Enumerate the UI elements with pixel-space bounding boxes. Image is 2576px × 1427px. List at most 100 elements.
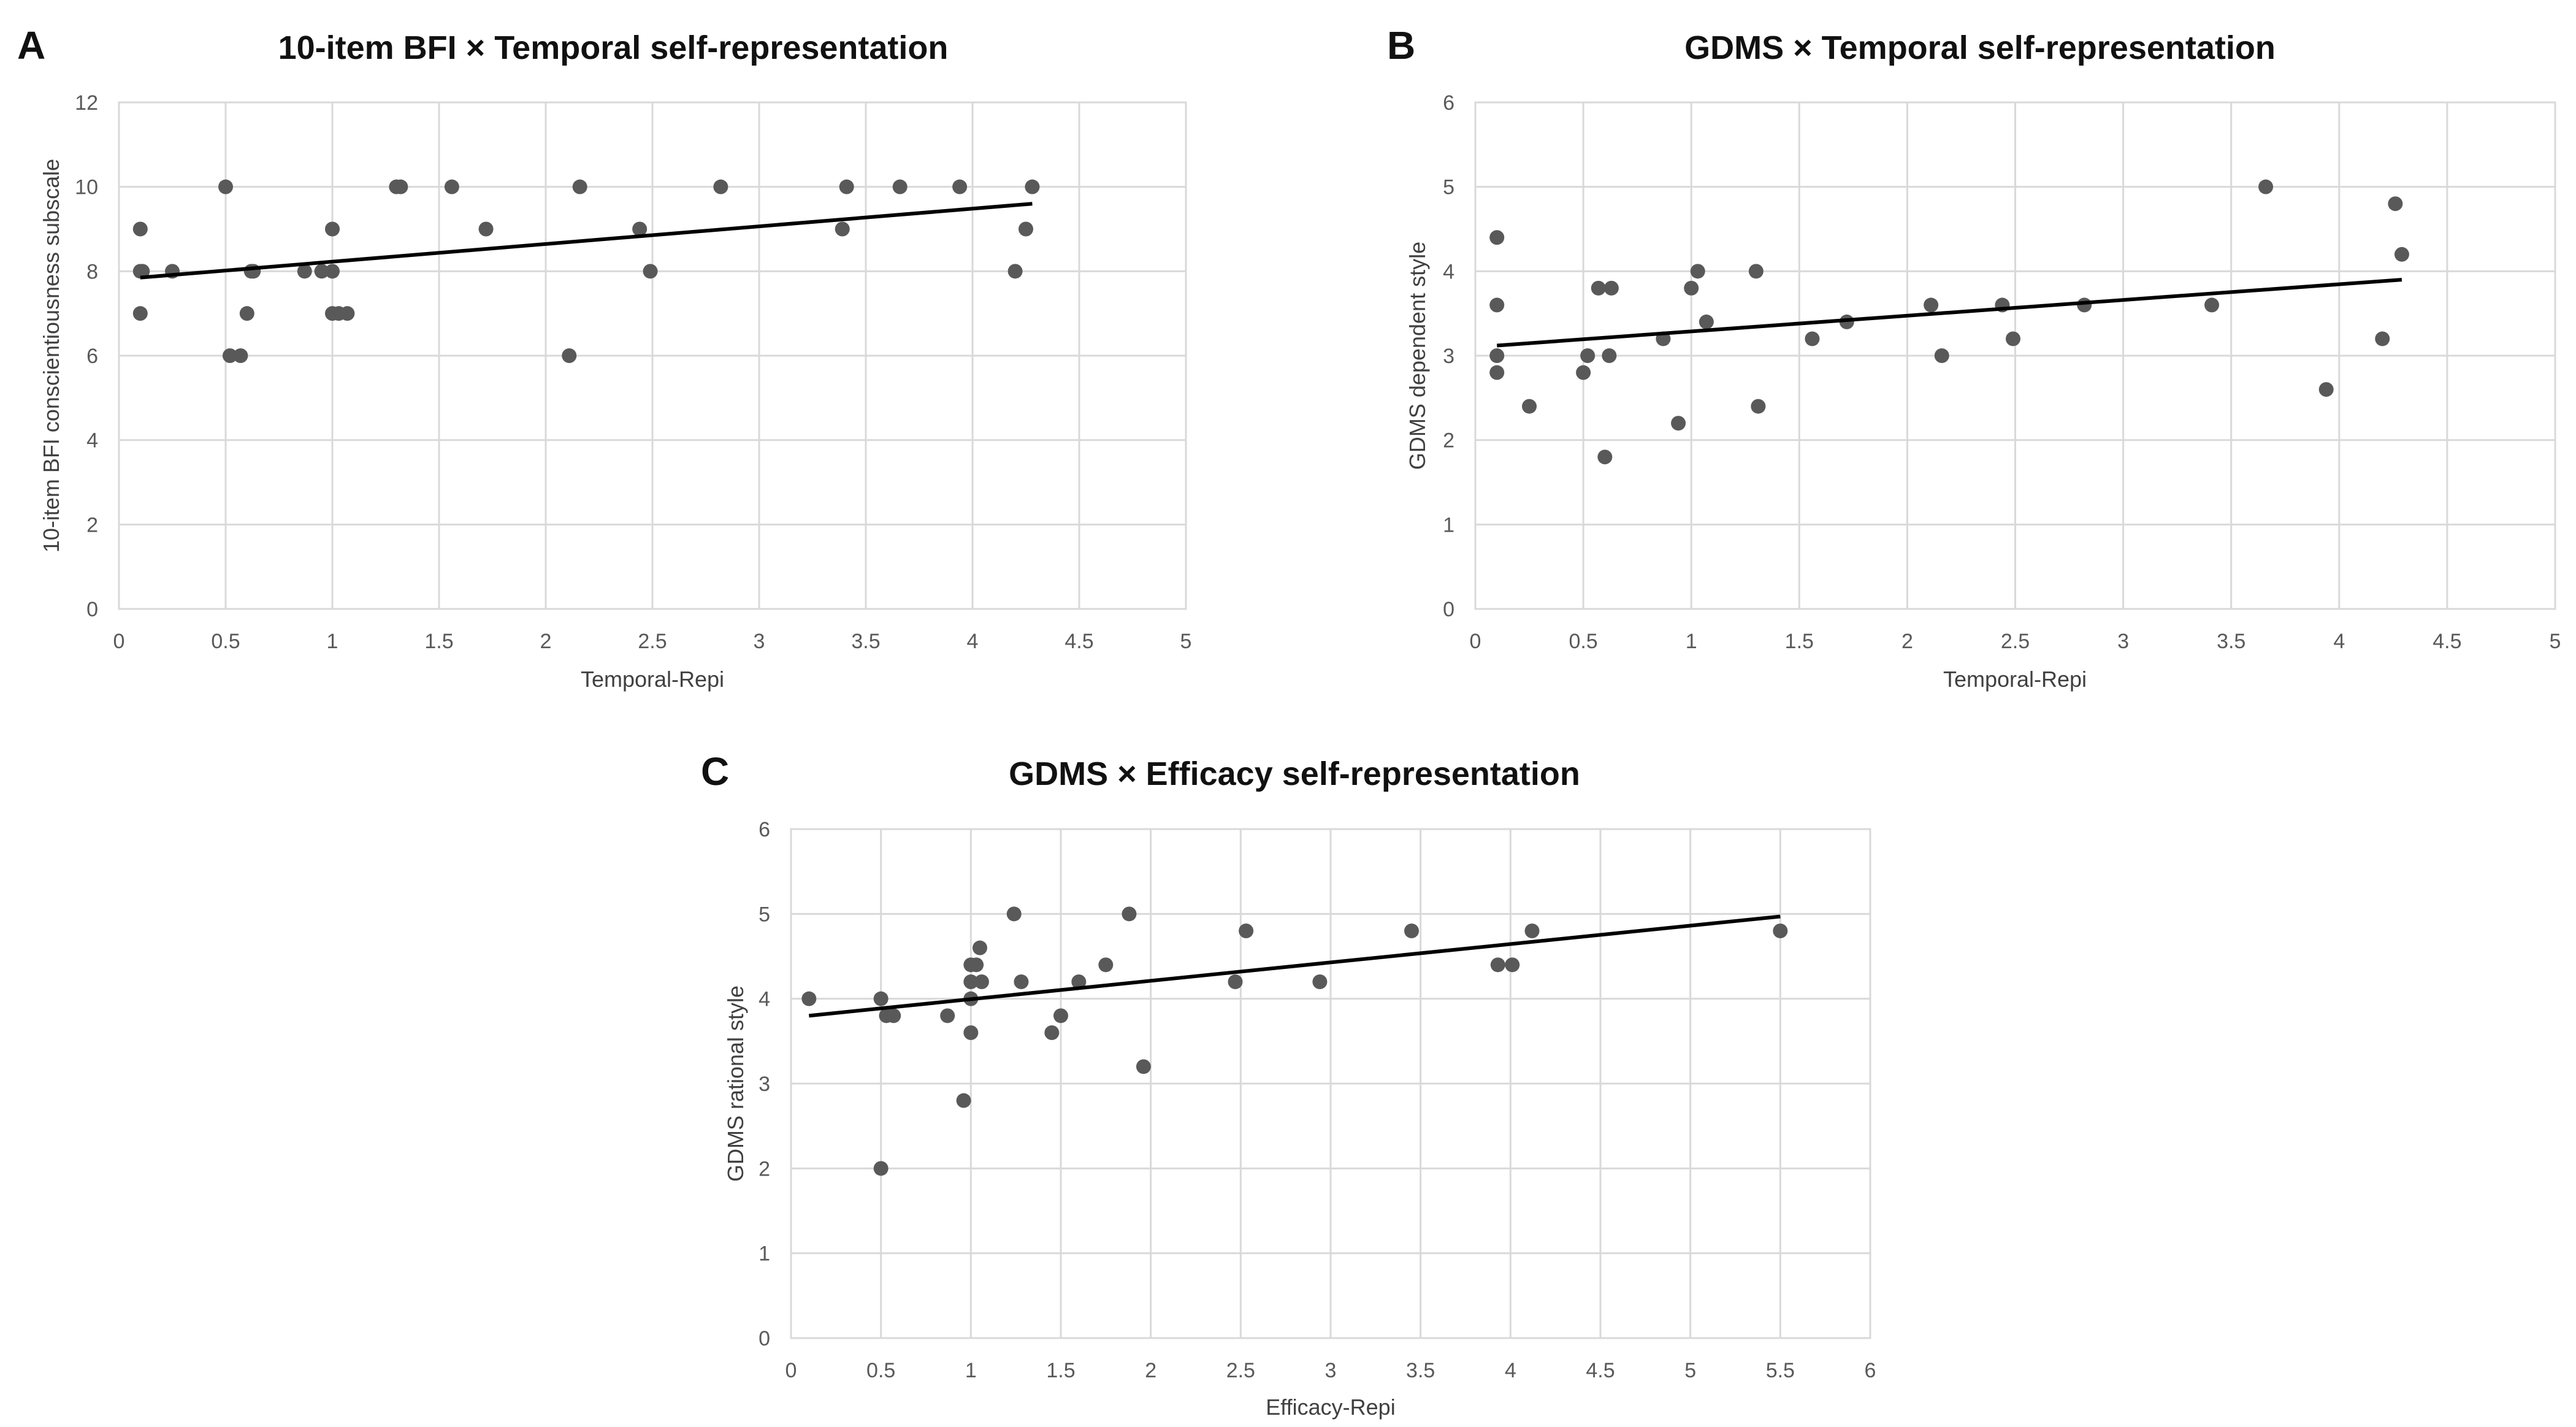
scatter-point-b — [2394, 247, 2409, 262]
scatter-point-b — [2005, 331, 2020, 346]
chart-panel-a: A 10-item BFI × Temporal self-representa… — [17, 23, 1191, 692]
x-axis-label-c: Efficacy-Repi — [1266, 1394, 1395, 1420]
scatter-point-a — [393, 179, 408, 194]
x-tick-label-b: 3.5 — [2217, 630, 2245, 653]
scatter-point-c — [1006, 906, 1022, 922]
grid-c — [790, 828, 1871, 1339]
y-axis-label-a: 10-item BFI conscientiousness subscale — [39, 159, 64, 553]
panel-letter-b: B — [1387, 23, 1415, 67]
tick-labels-a: 0 2 4 6 8 10 12 0 0.5 1 1.5 2 2.5 3 3.5 4 4.5 5 — [75, 91, 1191, 653]
scatter-point-b — [1934, 348, 1949, 363]
scatter-point-c — [886, 1008, 901, 1023]
scatter-point-c — [801, 991, 817, 1006]
y-tick-label-b: 0 — [1443, 598, 1454, 621]
x-tick-label-c: 0 — [785, 1359, 797, 1382]
scatter-point-a — [132, 221, 148, 237]
scatter-point-c — [1014, 974, 1029, 989]
y-tick-label-b: 2 — [1443, 429, 1454, 453]
scatter-point-b — [1684, 280, 1699, 296]
scatter-point-a — [892, 179, 908, 194]
y-tick-label-a: 4 — [86, 429, 98, 453]
y-tick-label-c: 0 — [759, 1327, 770, 1350]
trendline-b — [1497, 278, 2402, 348]
x-axis-label-b: Temporal-Repi — [1943, 667, 2087, 692]
scatter-point-a — [1007, 264, 1023, 279]
scatter-point-a — [222, 348, 237, 363]
plot-frame-b — [1474, 101, 2556, 610]
scatter-point-a — [632, 221, 648, 237]
tick-labels-b: 0 1 2 3 4 5 6 0 0.5 1 1.5 2 2.5 3 3.5 4 4.5 5 — [1443, 91, 2561, 653]
x-tick-label-c: 1.5 — [1046, 1359, 1075, 1382]
x-tick-label-c: 6 — [1865, 1359, 1876, 1382]
x-tick-label-b: 3 — [2117, 630, 2129, 653]
points-b — [1489, 179, 2409, 465]
x-tick-label-c: 4.5 — [1586, 1359, 1615, 1382]
x-tick-label-a: 0 — [113, 630, 125, 653]
scatter-point-a — [340, 306, 355, 321]
x-tick-label-c: 3 — [1325, 1359, 1337, 1382]
x-tick-label-c: 2 — [1145, 1359, 1156, 1382]
y-axis-label-c: GDMS rational style — [723, 985, 748, 1182]
points-a — [132, 179, 1040, 363]
scatter-point-c — [1071, 974, 1087, 989]
chart-panel-b: B GDMS × Temporal self-representation 0 1… — [1387, 23, 2561, 692]
panel-letter-a: A — [17, 23, 45, 67]
x-tick-label-a: 1 — [327, 630, 338, 653]
y-tick-label-c: 6 — [759, 818, 770, 841]
scatter-point-b — [1671, 416, 1686, 431]
scatter-point-b — [2077, 297, 2092, 313]
scatter-point-b — [2258, 179, 2274, 194]
scatter-point-c — [963, 1025, 979, 1040]
scatter-point-a — [478, 221, 494, 237]
x-tick-label-c: 4 — [1505, 1359, 1516, 1382]
y-tick-label-b: 6 — [1443, 91, 1454, 115]
x-tick-label-a: 2 — [540, 630, 552, 653]
y-tick-label-b: 4 — [1443, 260, 1454, 283]
scatter-point-a — [444, 179, 459, 194]
scatter-point-a — [1019, 221, 1033, 237]
scatter-point-b — [2375, 331, 2390, 346]
chart-panel-c: C GDMS × Efficacy self-representation 0 1… — [701, 749, 1876, 1420]
scatter-point-b — [2204, 297, 2220, 313]
scatter-point-a — [643, 264, 658, 279]
scatter-point-c — [1098, 957, 1114, 973]
x-tick-label-b: 4.5 — [2433, 630, 2461, 653]
y-axis-label-b: GDMS dependent style — [1405, 242, 1430, 470]
scatter-point-b — [1591, 280, 1606, 296]
scatter-point-a — [239, 306, 254, 321]
scatter-point-b — [1748, 264, 1764, 279]
trendline-c — [809, 914, 1781, 1018]
y-tick-label-a: 0 — [86, 598, 98, 621]
scatter-point-a — [233, 348, 248, 363]
x-tick-label-a: 2.5 — [638, 630, 667, 653]
x-tick-label-a: 3.5 — [851, 630, 880, 653]
x-tick-label-a: 0.5 — [211, 630, 240, 653]
scatter-point-a — [839, 179, 854, 194]
scatter-point-b — [1489, 297, 1505, 313]
x-tick-label-b: 1 — [1686, 630, 1697, 653]
panel-letter-c: C — [701, 749, 729, 794]
x-axis-label-a: Temporal-Repi — [581, 667, 724, 692]
scatter-point-a — [1025, 179, 1040, 194]
x-tick-label-c: 0.5 — [866, 1359, 895, 1382]
chart-title-b: GDMS × Temporal self-representation — [1684, 29, 2276, 66]
scatter-point-b — [2388, 196, 2403, 212]
scatter-point-a — [218, 179, 233, 194]
scatter-point-a — [713, 179, 728, 194]
y-tick-label-c: 4 — [759, 988, 770, 1011]
x-tick-label-a: 1.5 — [424, 630, 453, 653]
y-tick-label-a: 6 — [86, 345, 98, 368]
scatter-point-c — [1136, 1059, 1151, 1074]
y-tick-label-a: 2 — [86, 513, 98, 537]
y-tick-label-b: 1 — [1443, 513, 1454, 537]
scatter-point-b — [1489, 348, 1505, 363]
scatter-point-b — [2318, 382, 2334, 397]
y-tick-label-c: 5 — [759, 903, 770, 926]
x-tick-label-b: 0.5 — [1569, 630, 1597, 653]
scatter-point-b — [1489, 230, 1505, 245]
scatter-point-a — [297, 264, 312, 279]
scatter-point-c — [1053, 1008, 1068, 1023]
scatter-point-c — [1312, 974, 1328, 989]
scatter-point-a — [135, 264, 150, 279]
